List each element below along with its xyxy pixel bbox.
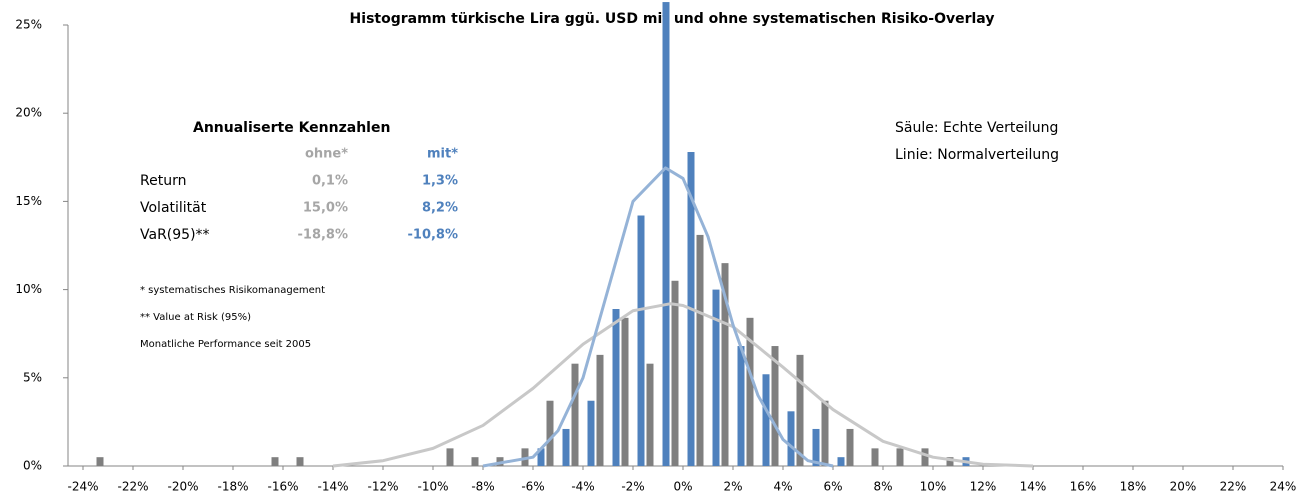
x-tick-label: 16% [1070,480,1097,493]
x-tick-label: -12% [367,480,398,493]
row-label: Volatilität [140,200,207,216]
x-tick-label: 4% [773,480,792,493]
x-tick-label: 20% [1170,480,1197,493]
bar [671,280,679,466]
cell: -18,8% [298,228,349,243]
chart-title: Histogramm türkische Lira ggü. USD mit u… [350,11,995,27]
x-tick-label: -14% [317,480,348,493]
bar [596,354,604,466]
x-tick-label: -24% [67,480,98,493]
y-tick-label: 5% [23,370,42,384]
bar [796,354,804,466]
cell: 15,0% [303,201,348,216]
x-tick-label: -20% [167,480,198,493]
bar [771,346,779,466]
x-tick-label: 2% [723,480,742,493]
bar [921,448,929,466]
x-tick-label: 24% [1270,480,1297,493]
y-tick-label: 25% [15,18,42,32]
bar [271,457,279,466]
note: Linie: Normalverteilung [895,147,1059,163]
bar [762,374,770,466]
cell: 0,1% [312,174,348,189]
x-tick-label: -18% [217,480,248,493]
x-tick-label: -10% [417,480,448,493]
bar [646,363,654,466]
normal-curve [482,166,834,468]
bar [546,400,554,466]
bar [96,457,104,466]
bar [946,457,954,466]
x-tick-label: -16% [267,480,298,493]
footnote: ** Value at Risk (95%) [140,312,251,323]
bar [787,411,795,466]
bar [587,400,595,466]
y-tick-label: 20% [15,106,42,120]
table-title: Annualiserte Kennzahlen [193,120,390,136]
bar [696,234,704,466]
bar [637,215,645,466]
bar [821,400,829,466]
column-header: ohne* [305,147,348,162]
bar [812,428,820,466]
bar [896,448,904,466]
x-tick-label: 0% [673,480,692,493]
bar [296,457,304,466]
bar [846,428,854,466]
bar [737,346,745,466]
y-tick-label: 15% [15,194,42,208]
y-tick-label: 0% [23,459,42,473]
column-header: mit* [427,147,458,162]
row-label: Return [140,173,186,189]
x-tick-label: 18% [1120,480,1147,493]
cell: -10,8% [408,228,459,243]
normal-curve [332,302,1034,468]
bar [537,448,545,466]
bar [662,2,670,467]
x-tick-label: 12% [970,480,997,493]
x-tick-label: -6% [521,480,544,493]
x-tick-label: 6% [823,480,842,493]
bar [871,448,879,466]
bar [562,428,570,466]
bar [712,289,720,466]
x-tick-label: 14% [1020,480,1047,493]
x-tick-label: 8% [873,480,892,493]
footnote: Monatliche Performance seit 2005 [140,339,311,350]
row-label: VaR(95)** [140,227,210,243]
x-tick-label: -22% [117,480,148,493]
x-tick-label: 10% [920,480,947,493]
x-tick-label: -2% [621,480,644,493]
bar [621,317,629,466]
cell: 8,2% [422,201,458,216]
bar [837,457,845,466]
bar [571,363,579,466]
bar [721,263,729,466]
bar [446,448,454,466]
bar [612,309,620,466]
x-tick-label: -8% [471,480,494,493]
bar [471,457,479,466]
footnote: * systematisches Risikomanagement [140,285,325,296]
bar [746,317,754,466]
y-tick-label: 10% [15,282,42,296]
x-tick-label: 22% [1220,480,1247,493]
x-tick-label: -4% [571,480,594,493]
note: Säule: Echte Verteilung [895,120,1058,136]
cell: 1,3% [422,174,458,189]
